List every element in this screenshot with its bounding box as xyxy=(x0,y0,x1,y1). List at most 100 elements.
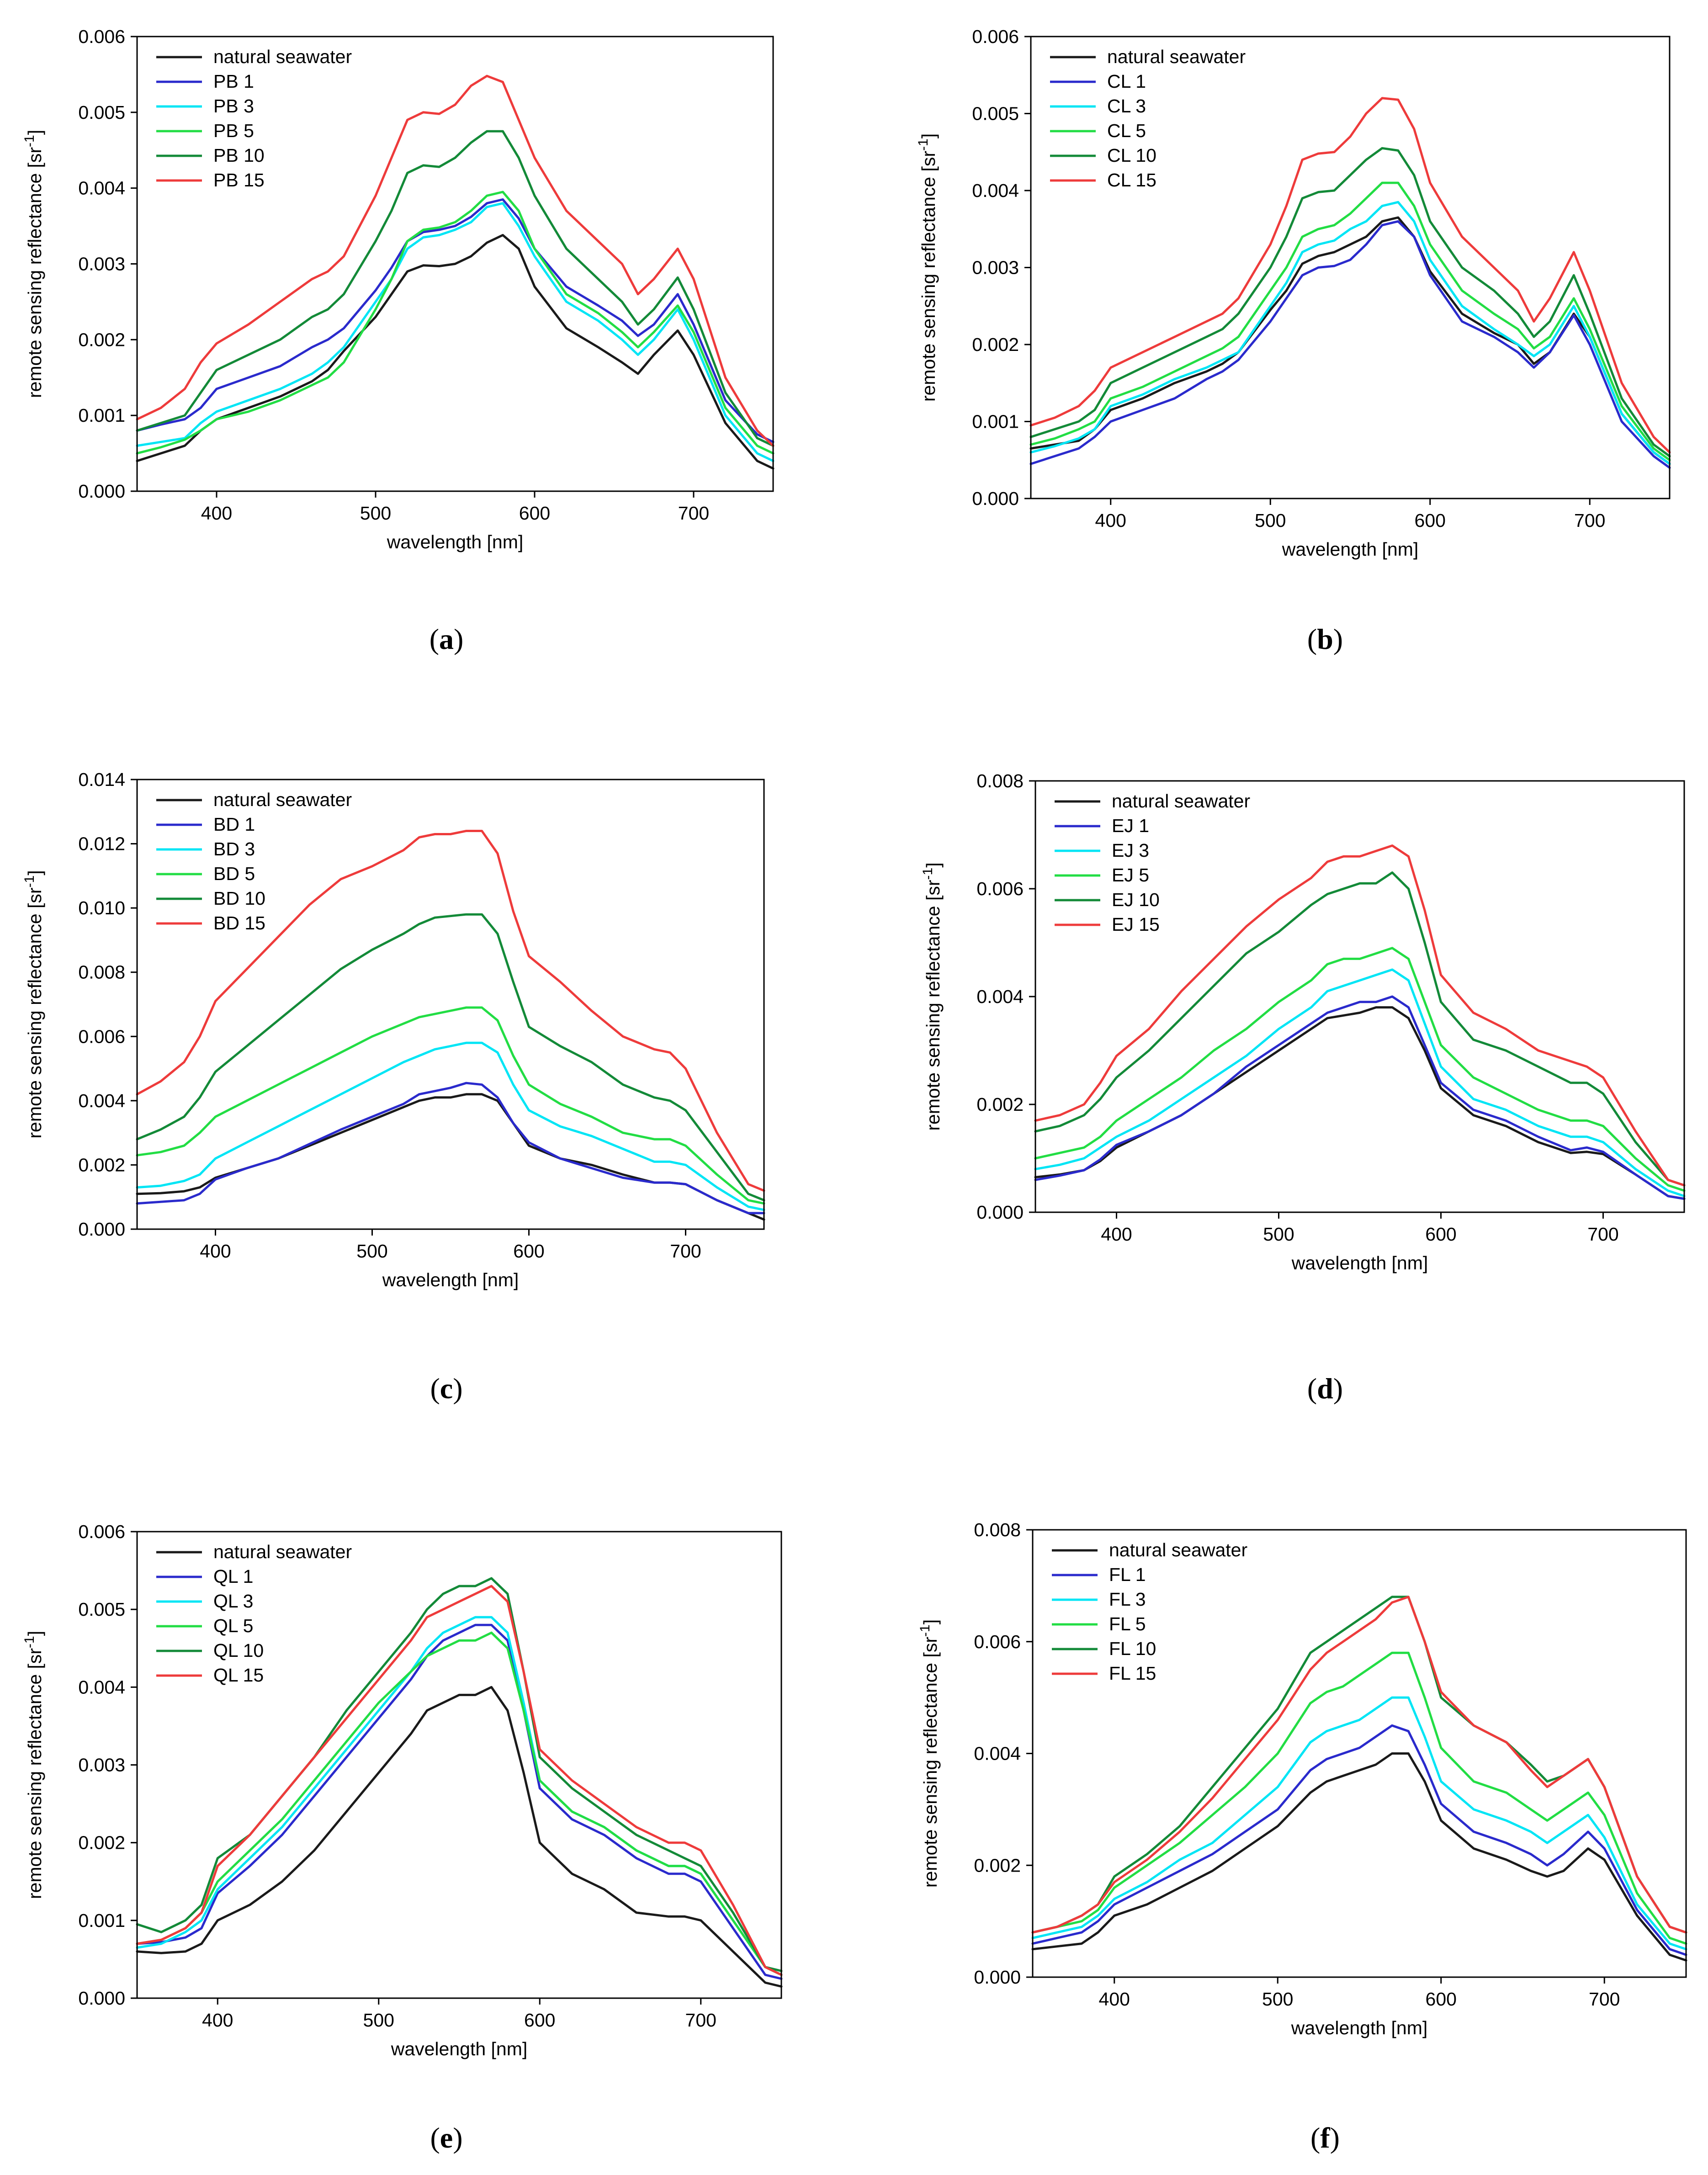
legend-label: QL 5 xyxy=(213,1615,253,1636)
legend-label: QL 1 xyxy=(213,1566,253,1587)
x-tick-label: 400 xyxy=(1095,510,1126,531)
legend-label: BD 5 xyxy=(213,863,255,884)
y-tick-label: 0.014 xyxy=(78,769,125,790)
legend-label: BD 1 xyxy=(213,814,255,835)
y-axis-label: remote sensing reflectance [sr-1] xyxy=(22,130,45,398)
y-axis-label: remote sensing reflectance [sr-1] xyxy=(920,862,944,1130)
legend-label: natural seawater xyxy=(213,46,352,67)
series-line-ej-3 xyxy=(1034,968,1686,1198)
series-line-fl-3 xyxy=(1031,1696,1687,1951)
x-tick-label: 600 xyxy=(1425,1224,1456,1245)
y-tick-label: 0.000 xyxy=(974,1967,1021,1988)
x-tick-label: 600 xyxy=(513,1241,544,1262)
y-tick-label: 0.006 xyxy=(974,1631,1021,1652)
y-tick-label: 0.004 xyxy=(976,986,1024,1007)
x-tick-label: 700 xyxy=(678,503,709,524)
legend-label: EJ 5 xyxy=(1112,865,1149,886)
series-line-natural-seawater xyxy=(1031,1752,1687,1962)
series-line-fl-15 xyxy=(1031,1596,1687,1934)
y-tick-label: 0.012 xyxy=(78,833,125,854)
x-tick-label: 600 xyxy=(1415,510,1446,531)
series-line-pb-10 xyxy=(136,130,774,447)
legend-label: PB 3 xyxy=(213,95,254,117)
panel-label: (d) xyxy=(1307,1372,1343,1405)
y-tick-label: 0.008 xyxy=(976,770,1024,791)
y-tick-label: 0.004 xyxy=(78,1090,125,1111)
panel-label: (b) xyxy=(1307,623,1343,655)
legend-label: EJ 3 xyxy=(1112,840,1149,861)
series-line-cl-15 xyxy=(1029,97,1671,454)
chart-panel-a: 400 500 600 700 0.000 0.001 0.002 0.003 0.004 0.0… xyxy=(22,26,774,655)
series-line-pb-15 xyxy=(136,74,774,447)
x-axis-label: wavelength [nm] xyxy=(1291,2017,1428,2038)
x-tick-label: 500 xyxy=(356,1241,387,1262)
x-tick-label: 400 xyxy=(1101,1224,1132,1245)
series-line-natural-seawater xyxy=(1034,1006,1686,1200)
y-tick-label: 0.002 xyxy=(976,1094,1024,1115)
chart-panel-c: 400 500 600 700 0.000 0.002 0.004 0.006 0.008 0.0… xyxy=(22,769,765,1405)
series-line-ej-5 xyxy=(1034,947,1686,1192)
legend-label: FL 1 xyxy=(1109,1564,1146,1585)
x-tick-label: 700 xyxy=(1587,1224,1618,1245)
series-line-cl-10 xyxy=(1029,147,1671,457)
legend-label: FL 3 xyxy=(1109,1589,1146,1610)
legend-label: PB 10 xyxy=(213,145,265,166)
chart-panel-d: 400 500 600 700 0.000 0.002 0.004 0.006 0.008 wav… xyxy=(920,770,1686,1405)
legend-label: PB 1 xyxy=(213,71,254,92)
x-tick-label: 500 xyxy=(363,2010,394,2031)
chart-panel-e: 400 500 600 700 0.000 0.001 0.002 0.003 0.004 0.0… xyxy=(22,1521,783,2154)
panel-label: (f) xyxy=(1310,2122,1340,2154)
series-line-bd-3 xyxy=(136,1041,765,1211)
y-tick-label: 0.002 xyxy=(972,334,1019,355)
legend-label: CL 10 xyxy=(1107,145,1156,166)
series-line-natural-seawater xyxy=(136,1686,783,1988)
y-tick-label: 0.002 xyxy=(78,1154,125,1175)
y-tick-label: 0.001 xyxy=(78,405,125,426)
series-line-ql-1 xyxy=(136,1623,783,1980)
series-line-pb-5 xyxy=(136,191,774,455)
x-axis-label: wavelength [nm] xyxy=(1282,539,1419,560)
legend-label: CL 5 xyxy=(1107,120,1146,141)
legend-label: natural seawater xyxy=(1107,46,1246,67)
series-line-cl-5 xyxy=(1029,181,1671,462)
legend-label: QL 3 xyxy=(213,1591,253,1612)
x-tick-label: 500 xyxy=(1262,1989,1293,2010)
series-line-bd-10 xyxy=(136,913,765,1202)
series-line-fl-5 xyxy=(1031,1651,1687,1945)
y-axis-label: remote sensing reflectance [sr-1] xyxy=(916,133,939,402)
y-tick-label: 0.000 xyxy=(78,481,125,502)
series-line-cl-1 xyxy=(1029,220,1671,469)
legend-label: natural seawater xyxy=(213,789,352,810)
legend-label: FL 5 xyxy=(1109,1613,1146,1634)
y-tick-label: 0.006 xyxy=(976,878,1024,899)
y-tick-label: 0.008 xyxy=(78,962,125,983)
y-tick-label: 0.003 xyxy=(972,257,1019,278)
series-line-ej-10 xyxy=(1034,871,1686,1187)
y-tick-label: 0.010 xyxy=(78,897,125,918)
series-line-bd-5 xyxy=(136,1006,765,1205)
y-tick-label: 0.006 xyxy=(78,1521,125,1542)
x-tick-label: 500 xyxy=(1255,510,1286,531)
legend-label: CL 15 xyxy=(1107,170,1156,191)
x-axis-label: wavelength [nm] xyxy=(1291,1252,1428,1273)
x-tick-label: 400 xyxy=(201,503,232,524)
series-line-ql-5 xyxy=(136,1631,783,1976)
chart-panel-b: 400 500 600 700 0.000 0.001 0.002 0.003 0.004 0.0… xyxy=(916,26,1671,655)
x-tick-label: 600 xyxy=(524,2010,555,2031)
y-tick-label: 0.004 xyxy=(78,178,125,199)
y-tick-label: 0.000 xyxy=(972,488,1019,509)
y-tick-label: 0.000 xyxy=(78,1219,125,1240)
series-line-fl-1 xyxy=(1031,1724,1687,1956)
y-axis-label: remote sensing reflectance [sr-1] xyxy=(918,1619,941,1888)
y-tick-label: 0.005 xyxy=(78,1599,125,1620)
series-line-natural-seawater xyxy=(136,1093,765,1221)
legend-label: BD 10 xyxy=(213,888,265,909)
legend-label: FL 15 xyxy=(1109,1663,1156,1684)
x-tick-label: 700 xyxy=(1589,1989,1620,2010)
series-line-bd-15 xyxy=(136,830,765,1192)
y-tick-label: 0.001 xyxy=(972,411,1019,432)
x-tick-label: 700 xyxy=(670,1241,701,1262)
y-tick-label: 0.003 xyxy=(78,254,125,275)
x-tick-label: 500 xyxy=(360,503,391,524)
legend-label: CL 1 xyxy=(1107,71,1146,92)
